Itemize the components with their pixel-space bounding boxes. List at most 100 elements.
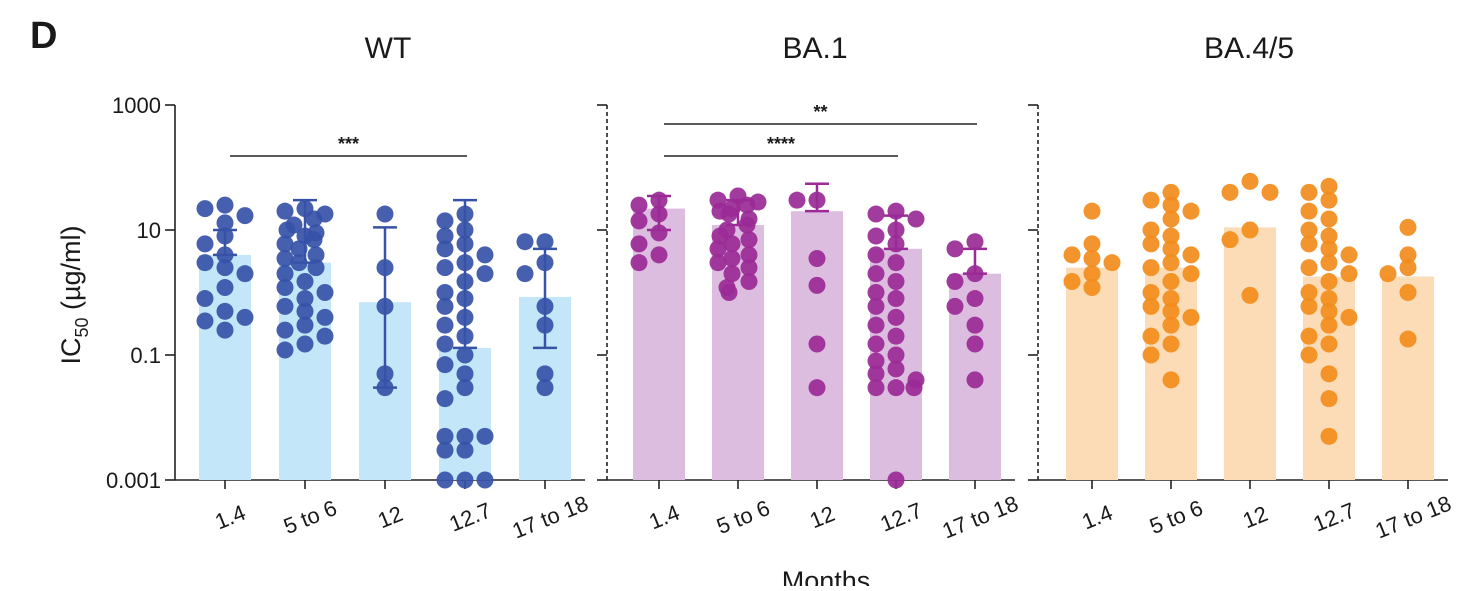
data-point bbox=[788, 191, 806, 209]
data-point bbox=[1320, 335, 1338, 353]
data-point bbox=[476, 246, 494, 264]
data-point bbox=[1162, 196, 1180, 214]
data-point bbox=[278, 221, 296, 239]
data-point bbox=[305, 210, 323, 228]
data-point bbox=[723, 265, 741, 283]
data-point bbox=[966, 335, 984, 353]
data-point bbox=[516, 233, 534, 251]
x-tick-label: 12 bbox=[374, 501, 406, 533]
data-point bbox=[276, 297, 294, 315]
data-point bbox=[216, 321, 234, 339]
x-tick-label: 12 bbox=[1239, 501, 1271, 533]
data-point bbox=[436, 441, 454, 459]
data-point bbox=[276, 279, 294, 297]
data-point bbox=[867, 284, 885, 301]
data-point bbox=[1320, 365, 1338, 383]
data-point bbox=[1162, 316, 1180, 334]
data-point bbox=[1320, 290, 1338, 308]
data-point bbox=[1103, 254, 1121, 272]
data-point bbox=[867, 205, 885, 223]
y-tick-label: 0.001 bbox=[106, 468, 161, 493]
data-point bbox=[1083, 202, 1101, 220]
x-tick-label: 17 to 18 bbox=[509, 491, 592, 544]
data-point bbox=[1320, 316, 1338, 334]
data-point bbox=[436, 212, 454, 230]
data-point bbox=[709, 254, 727, 272]
panels: WT 1000 10 0.1 0.001 1.4 5 to 6 12 12.7 17 to 18 *… bbox=[106, 32, 1455, 544]
x-tick-label: 1.4 bbox=[645, 500, 683, 535]
data-point bbox=[1241, 172, 1259, 190]
data-point bbox=[1162, 335, 1180, 353]
data-point bbox=[436, 471, 454, 489]
data-point bbox=[1399, 246, 1417, 264]
x-tick-label: 5 to 6 bbox=[280, 495, 340, 539]
data-point bbox=[1142, 221, 1160, 239]
data-point bbox=[720, 205, 738, 223]
data-point bbox=[1399, 259, 1417, 277]
data-point bbox=[476, 427, 494, 445]
data-point bbox=[1320, 177, 1338, 195]
data-point bbox=[436, 335, 454, 353]
y-axis-title-main: IC bbox=[56, 338, 86, 365]
data-point bbox=[1063, 246, 1081, 264]
data-point bbox=[1162, 254, 1180, 272]
data-point bbox=[316, 308, 334, 326]
data-point bbox=[740, 259, 758, 277]
data-point bbox=[867, 246, 885, 264]
data-point bbox=[946, 272, 964, 290]
data-point bbox=[867, 335, 885, 353]
data-point bbox=[1300, 327, 1318, 345]
x-tick-label: 12.7 bbox=[446, 497, 495, 536]
data-point bbox=[316, 284, 334, 301]
data-point bbox=[740, 246, 758, 264]
data-point bbox=[456, 427, 474, 445]
data-point bbox=[216, 279, 234, 297]
data-point bbox=[966, 233, 984, 251]
data-point bbox=[476, 471, 494, 489]
data-point bbox=[1142, 259, 1160, 277]
data-point bbox=[436, 390, 454, 408]
data-point bbox=[216, 302, 234, 320]
data-point bbox=[436, 227, 454, 245]
panel-1: BA.11.4 5 to 6 12 12.7 17 to 18****** bbox=[597, 32, 1022, 544]
data-point bbox=[887, 471, 905, 489]
data-point bbox=[1300, 202, 1318, 220]
data-point bbox=[456, 471, 474, 489]
data-point bbox=[196, 312, 214, 330]
data-point bbox=[867, 316, 885, 334]
data-point bbox=[276, 341, 294, 359]
data-point bbox=[966, 316, 984, 334]
y-axis-title-unit: (µg/ml) bbox=[56, 225, 86, 317]
panel-letter: D bbox=[30, 15, 57, 57]
data-point bbox=[630, 196, 648, 214]
significance-label: ** bbox=[813, 102, 827, 122]
data-point bbox=[516, 265, 534, 283]
data-point bbox=[887, 346, 905, 364]
data-point bbox=[316, 327, 334, 345]
data-point bbox=[1142, 327, 1160, 345]
panel-title: BA.4/5 bbox=[1204, 32, 1294, 65]
data-point bbox=[236, 207, 254, 225]
data-point bbox=[1300, 297, 1318, 315]
data-point bbox=[1182, 265, 1200, 283]
data-point bbox=[290, 240, 308, 258]
data-point bbox=[887, 290, 905, 308]
significance-label: **** bbox=[767, 134, 795, 154]
data-point bbox=[1340, 265, 1358, 283]
data-point bbox=[808, 379, 826, 397]
data-point bbox=[740, 272, 758, 290]
data-point bbox=[536, 365, 554, 383]
data-point bbox=[1142, 297, 1160, 315]
data-point bbox=[1300, 259, 1318, 277]
data-point bbox=[709, 240, 727, 258]
data-point bbox=[887, 308, 905, 326]
data-point bbox=[966, 290, 984, 308]
data-point bbox=[1142, 284, 1160, 301]
data-point bbox=[236, 308, 254, 326]
y-axis-title-sub: 50 bbox=[72, 318, 92, 338]
data-point bbox=[456, 441, 474, 459]
data-point bbox=[723, 249, 741, 267]
data-point bbox=[867, 352, 885, 370]
